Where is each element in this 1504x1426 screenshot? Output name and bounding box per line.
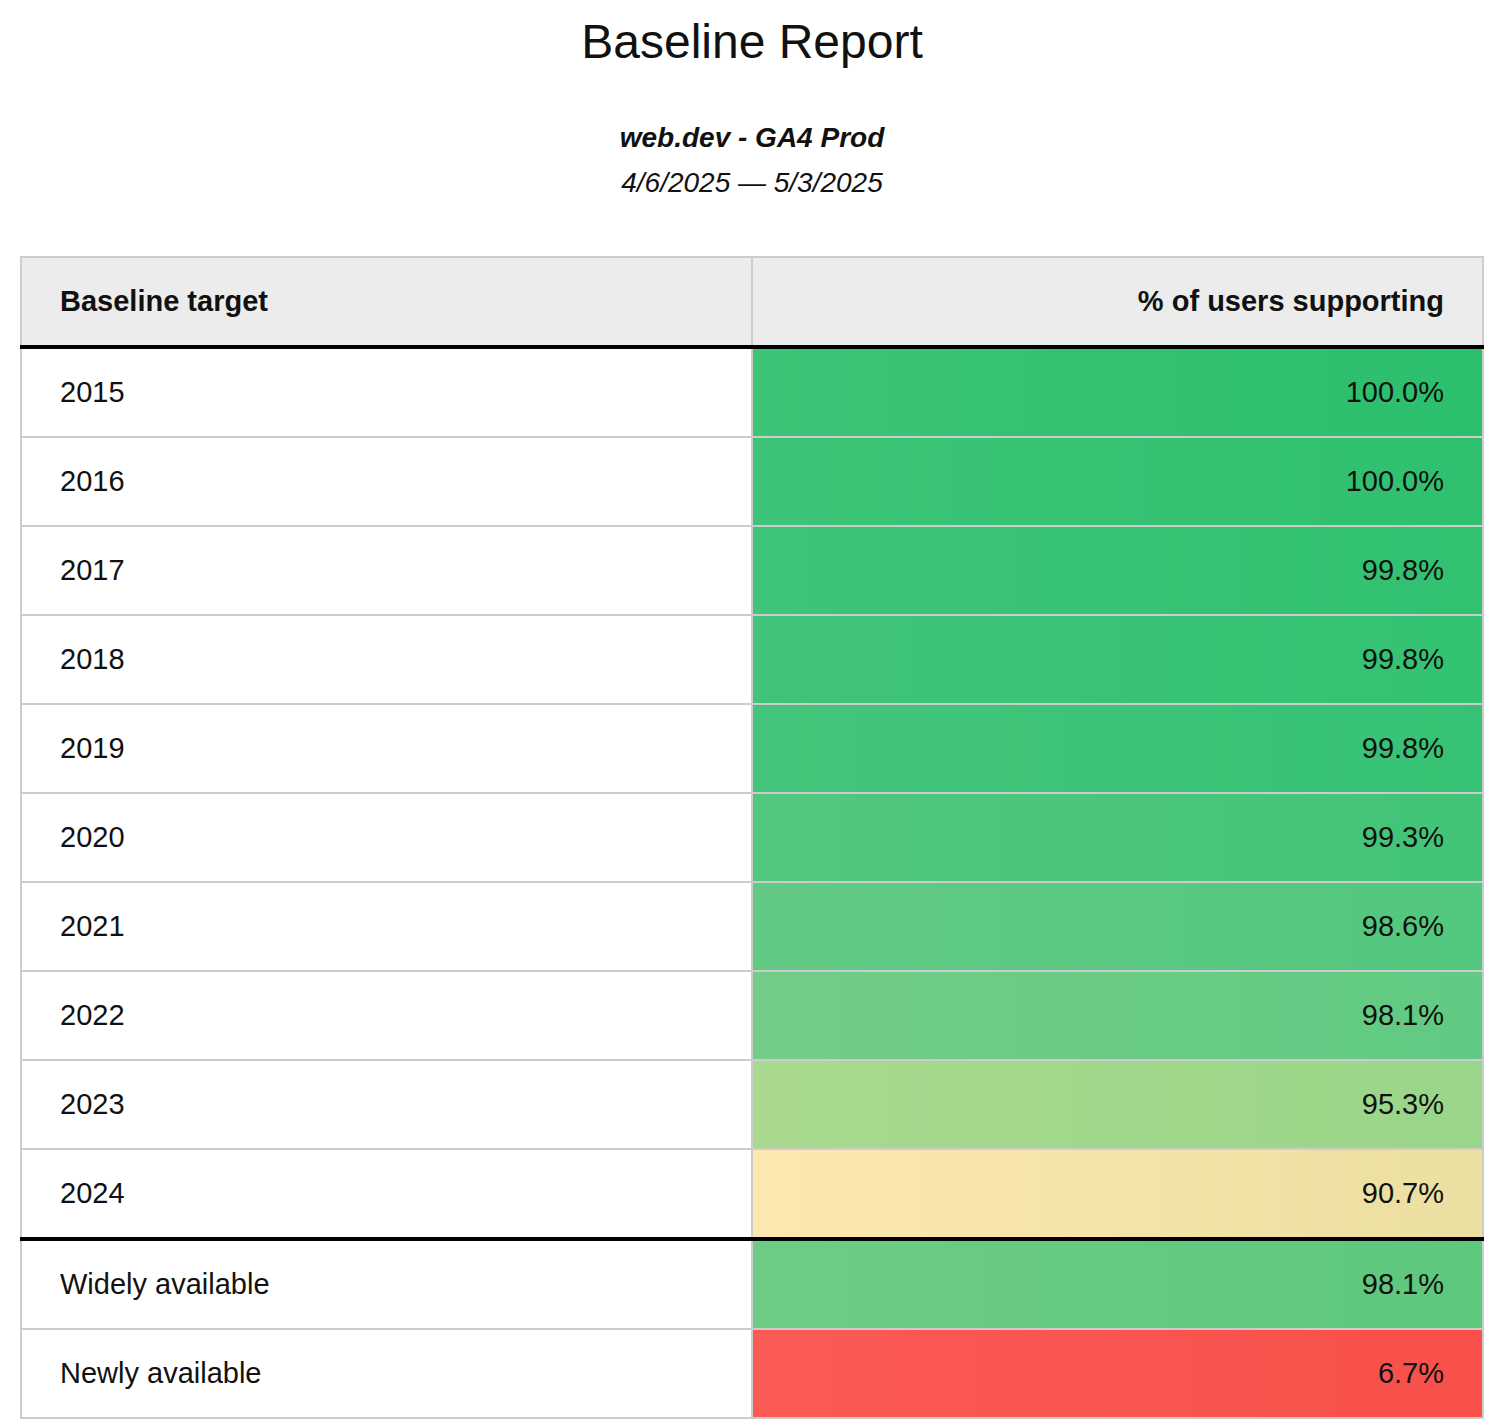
baseline-target-cell: Widely available xyxy=(21,1239,752,1329)
table-row: 2015 100.0% xyxy=(21,347,1483,437)
support-percent-cell: 90.7% xyxy=(752,1149,1483,1239)
support-percent-cell: 98.1% xyxy=(752,1239,1483,1329)
page-title: Baseline Report xyxy=(0,16,1504,69)
table-row: 2022 98.1% xyxy=(21,971,1483,1060)
table-row: 2017 99.8% xyxy=(21,526,1483,615)
support-percent-cell: 100.0% xyxy=(752,347,1483,437)
table-row: 2018 99.8% xyxy=(21,615,1483,704)
baseline-target-cell: 2015 xyxy=(21,347,752,437)
table-row-newly-available: Newly available 6.7% xyxy=(21,1329,1483,1418)
table-row: 2016 100.0% xyxy=(21,437,1483,526)
baseline-target-cell: Newly available xyxy=(21,1329,752,1418)
support-percent-cell: 100.0% xyxy=(752,437,1483,526)
column-header-baseline-target: Baseline target xyxy=(21,257,752,347)
support-percent-cell: 99.3% xyxy=(752,793,1483,882)
baseline-target-cell: 2016 xyxy=(21,437,752,526)
support-percent-cell: 98.6% xyxy=(752,882,1483,971)
table-row: 2020 99.3% xyxy=(21,793,1483,882)
baseline-target-cell: 2020 xyxy=(21,793,752,882)
support-percent-cell: 6.7% xyxy=(752,1329,1483,1418)
support-percent-cell: 98.1% xyxy=(752,971,1483,1060)
report-date-range: 4/6/2025 — 5/3/2025 xyxy=(0,166,1504,200)
baseline-target-cell: 2023 xyxy=(21,1060,752,1149)
baseline-report-page: Baseline Report web.dev - GA4 Prod 4/6/2… xyxy=(0,0,1504,1426)
baseline-target-cell: 2021 xyxy=(21,882,752,971)
table-row: 2024 90.7% xyxy=(21,1149,1483,1239)
column-header-percent-supporting: % of users supporting xyxy=(752,257,1483,347)
support-percent-cell: 99.8% xyxy=(752,615,1483,704)
support-percent-cell: 99.8% xyxy=(752,704,1483,793)
baseline-target-cell: 2017 xyxy=(21,526,752,615)
table-row: 2023 95.3% xyxy=(21,1060,1483,1149)
table-header-row: Baseline target % of users supporting xyxy=(21,257,1483,347)
baseline-support-table: Baseline target % of users supporting 20… xyxy=(20,256,1484,1419)
table-row: 2019 99.8% xyxy=(21,704,1483,793)
baseline-target-cell: 2022 xyxy=(21,971,752,1060)
baseline-target-cell: 2019 xyxy=(21,704,752,793)
support-percent-cell: 99.8% xyxy=(752,526,1483,615)
table-row: 2021 98.6% xyxy=(21,882,1483,971)
baseline-target-cell: 2018 xyxy=(21,615,752,704)
table-row-widely-available: Widely available 98.1% xyxy=(21,1239,1483,1329)
support-percent-cell: 95.3% xyxy=(752,1060,1483,1149)
baseline-target-cell: 2024 xyxy=(21,1149,752,1239)
report-property-name: web.dev - GA4 Prod xyxy=(0,121,1504,155)
